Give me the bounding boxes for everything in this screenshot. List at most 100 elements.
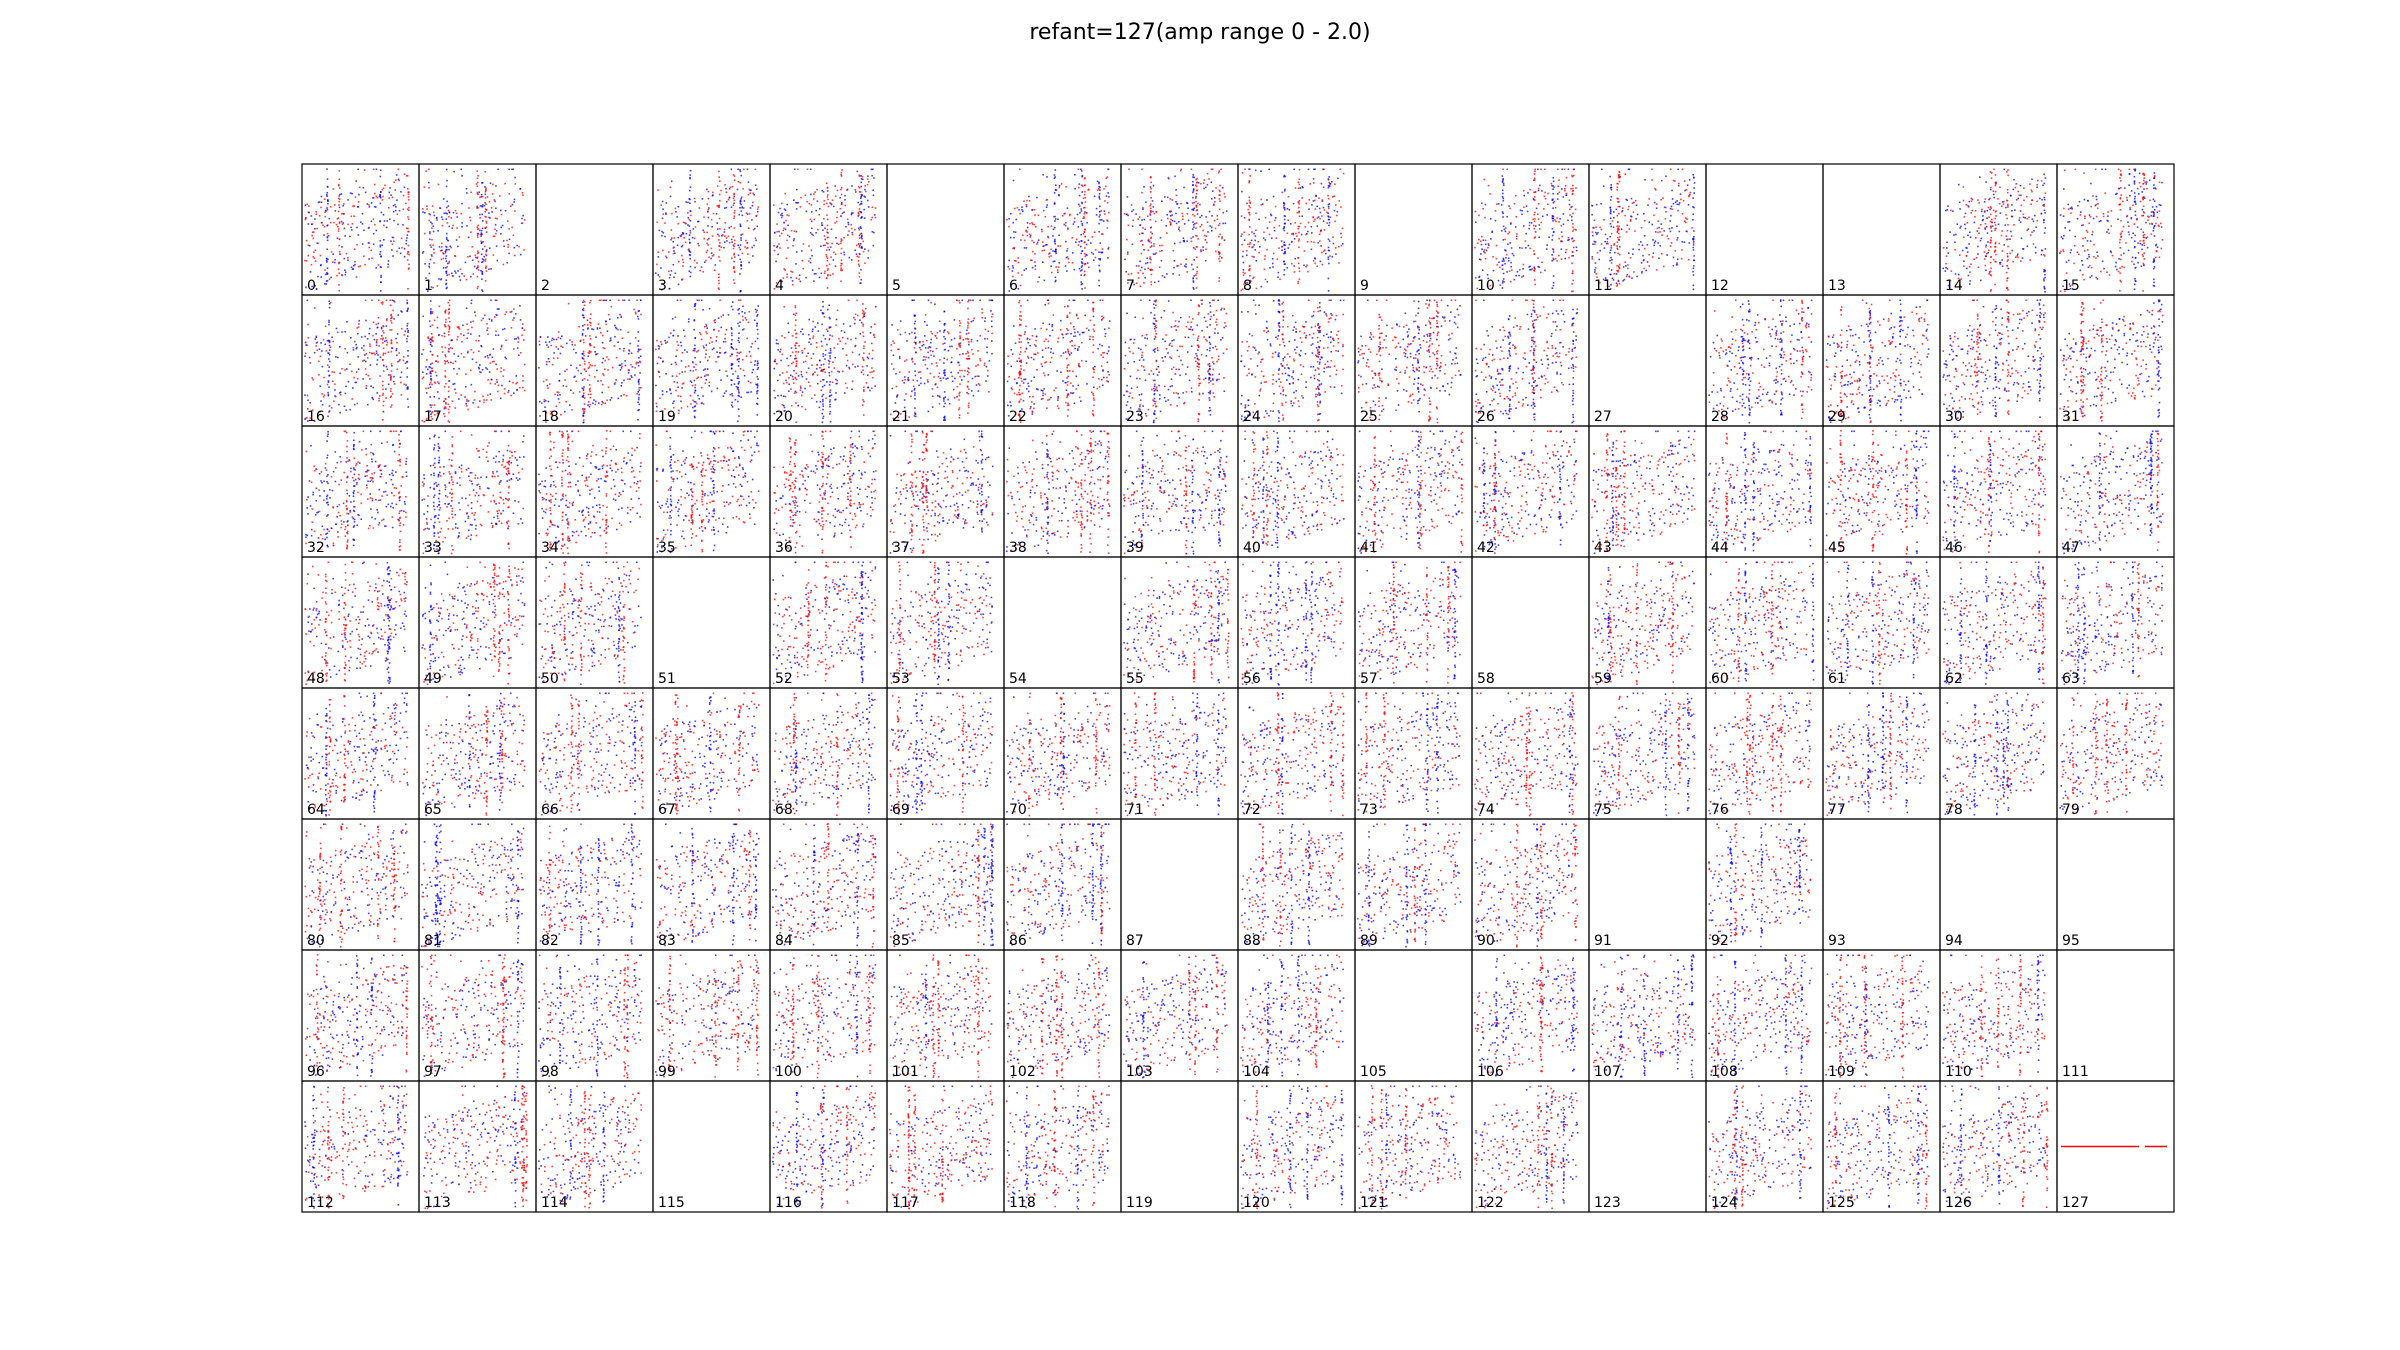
data-point [1317,242,1319,244]
data-point [1284,248,1286,250]
data-point [407,253,409,255]
data-point [477,194,479,196]
data-point [1219,209,1221,211]
data-point [786,274,788,276]
data-point [1244,169,1246,171]
data-point [1084,253,1086,255]
data-point [446,233,448,235]
data-point [862,241,864,243]
data-point [407,251,409,253]
data-point [838,243,840,245]
data-point [1131,204,1133,206]
data-point [1151,233,1153,235]
data-point [872,207,874,209]
data-point [495,218,497,220]
data-point [1219,223,1221,225]
data-point [1298,187,1300,189]
data-point [778,243,780,245]
data-point [729,197,731,199]
data-point [848,230,850,232]
data-point [678,284,680,286]
data-point [370,250,372,252]
data-point [858,256,860,258]
data-point [1192,202,1194,204]
data-point [841,238,843,240]
data-point [824,245,826,247]
data-point [852,234,854,236]
data-point [362,223,364,225]
data-point [1292,233,1294,235]
data-point [1515,216,1517,218]
data-point [1099,242,1101,244]
data-point [373,169,375,171]
data-point [1081,210,1083,212]
data-point [673,253,675,255]
data-point [1083,216,1085,218]
data-point [860,203,862,205]
data-point [1159,245,1161,247]
data-point [424,212,426,214]
data-point [873,232,875,234]
data-point [1314,258,1316,260]
data-point [815,273,817,275]
data-point [858,227,860,229]
data-point [1023,200,1025,202]
data-point [337,238,339,240]
data-point [689,258,691,260]
data-point [1284,223,1286,225]
data-point [1241,233,1243,235]
data-point [720,246,722,248]
data-point [351,229,353,231]
data-point [1287,267,1289,269]
data-point [1256,260,1258,262]
data-point [1219,198,1221,200]
data-point [1161,245,1163,247]
data-point [433,262,435,264]
data-point [408,231,410,233]
data-point [1576,250,1578,252]
data-point [790,271,792,273]
data-point [844,195,846,197]
data-point [1208,178,1210,180]
data-point [1205,216,1207,218]
data-point [1178,274,1180,276]
data-point [1126,239,1128,241]
data-point [363,255,365,257]
data-point [1098,223,1100,225]
data-point [854,229,856,231]
data-point [1167,197,1169,199]
data-point [1079,183,1081,185]
data-point [755,238,757,240]
data-point [1172,199,1174,201]
data-point [422,211,424,213]
data-point [446,271,448,273]
data-point [1015,219,1017,221]
data-point [833,252,835,254]
data-point [1571,216,1573,218]
data-point [1159,266,1161,268]
data-point [1284,190,1286,192]
data-point [837,190,839,192]
data-point [1206,242,1208,244]
data-point [1338,246,1340,248]
data-point [1192,236,1194,238]
data-point [1083,197,1085,199]
data-point [461,226,463,228]
data-point [1159,251,1161,253]
data-point [1031,240,1033,242]
data-point [851,214,853,216]
data-point [1151,242,1153,244]
data-point [484,211,486,213]
data-point [373,233,375,235]
data-point [1240,290,1242,292]
data-point [827,270,829,272]
data-point [1101,219,1103,221]
data-point [703,231,705,233]
data-point [486,222,488,224]
data-point [1262,203,1264,205]
data-point [448,205,450,207]
data-point [1529,248,1531,250]
data-point [1147,215,1149,217]
data-point [466,188,468,190]
data-point [821,273,823,275]
